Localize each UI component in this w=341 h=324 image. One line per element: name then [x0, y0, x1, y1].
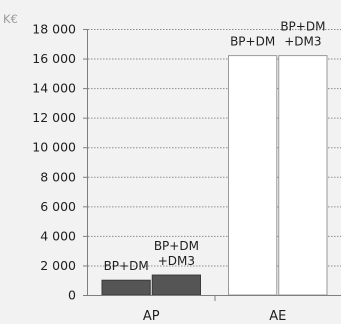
y-tick-label: 4 000: [40, 228, 76, 243]
category-label: AE: [269, 309, 286, 324]
category-label: AP: [143, 309, 160, 324]
y-tick-label: 2 000: [40, 258, 76, 273]
y-tick-label: 16 000: [32, 51, 76, 66]
bar: [228, 55, 278, 296]
y-tick-label: 12 000: [32, 110, 76, 125]
bar-label: BP+DM: [230, 35, 275, 49]
y-tick-label: 18 000: [32, 22, 76, 37]
bar-label: BP+DM +DM3: [154, 239, 199, 268]
y-tick-label: 10 000: [32, 140, 76, 155]
bar: [151, 274, 201, 296]
bar-label: BP+DM +DM3: [280, 20, 325, 49]
gridlines: [88, 29, 341, 267]
y-tick-label: 6 000: [40, 199, 76, 214]
y-tick-label: 14 000: [32, 81, 76, 96]
y-tick-label: 0: [68, 288, 76, 303]
unit-label: K€: [3, 12, 18, 26]
y-tick-label: 8 000: [40, 169, 76, 184]
y-axis-ticks: 0 2 000 4 000 6 000 8 000 10 000 12 000 14 000 1…: [32, 22, 88, 303]
bar: [101, 279, 151, 296]
category-labels: AP AE: [143, 295, 286, 324]
bars: BP+DM BP+DM +DM3 BP+DM BP+DM +DM3: [101, 20, 328, 296]
bar: [278, 55, 328, 296]
bar-label: BP+DM: [104, 259, 149, 273]
